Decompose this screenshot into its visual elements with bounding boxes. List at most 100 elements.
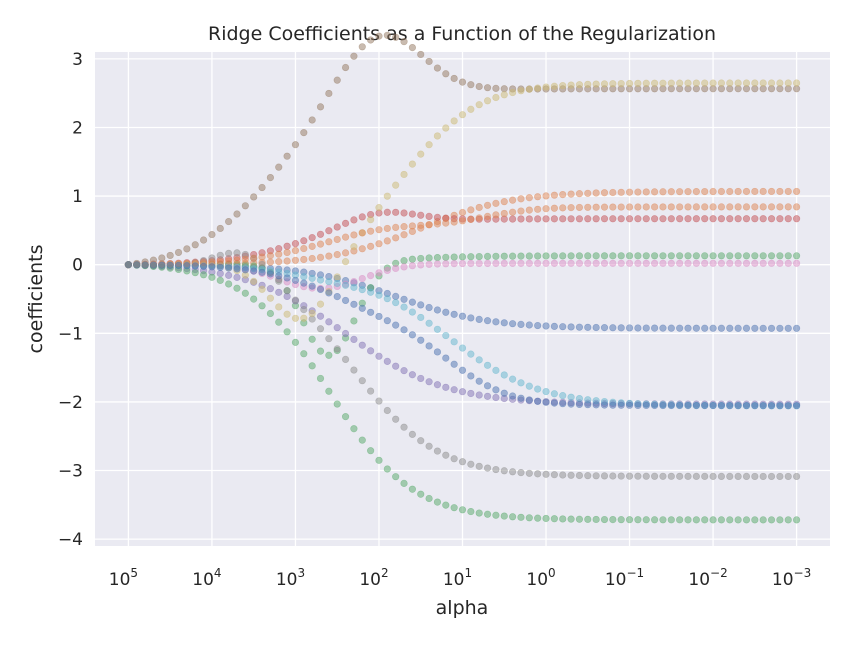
data-point — [542, 259, 550, 267]
data-point — [467, 81, 475, 89]
data-point — [475, 259, 483, 268]
data-point — [617, 472, 625, 480]
data-point — [617, 324, 625, 332]
data-point — [500, 209, 508, 218]
data-point — [308, 309, 316, 317]
data-point — [450, 218, 458, 226]
data-point — [417, 221, 425, 229]
data-point — [742, 516, 751, 524]
data-point — [659, 516, 667, 524]
data-point — [417, 150, 425, 158]
data-point — [592, 189, 600, 197]
data-point — [542, 387, 550, 396]
data-point — [701, 252, 709, 260]
data-point — [450, 338, 458, 346]
data-point — [300, 314, 308, 322]
data-point — [692, 516, 700, 524]
data-point — [517, 513, 525, 521]
data-point — [525, 259, 533, 267]
data-point — [609, 472, 617, 480]
data-point — [283, 287, 291, 295]
data-point — [617, 516, 625, 524]
data-point — [559, 252, 567, 260]
data-point — [417, 211, 425, 219]
data-point — [492, 211, 500, 219]
data-point — [475, 82, 483, 91]
data-point — [392, 208, 400, 216]
data-point — [667, 259, 675, 267]
data-point — [341, 219, 350, 227]
data-point — [676, 401, 684, 410]
data-point — [667, 203, 675, 211]
data-point — [450, 386, 458, 394]
data-point — [634, 324, 642, 332]
data-point — [417, 437, 425, 445]
data-point — [717, 324, 726, 332]
data-point — [358, 286, 366, 294]
data-point — [767, 203, 776, 211]
data-point — [341, 413, 350, 421]
data-point — [776, 324, 784, 332]
data-point — [266, 258, 275, 266]
data-point — [408, 160, 416, 168]
data-point — [542, 83, 550, 91]
data-point — [509, 196, 517, 204]
data-point — [350, 243, 358, 251]
data-point — [425, 260, 433, 268]
data-point — [375, 291, 383, 299]
data-point — [684, 252, 692, 260]
data-point — [392, 234, 400, 242]
data-point — [742, 187, 751, 196]
data-point — [442, 260, 450, 268]
data-point — [517, 259, 525, 267]
data-point — [659, 252, 667, 260]
data-point — [450, 504, 458, 512]
data-point — [158, 261, 166, 269]
x-tick-label: 105 — [109, 566, 138, 590]
data-point — [584, 80, 592, 88]
data-point — [325, 289, 333, 297]
data-point — [375, 226, 383, 234]
data-point — [358, 213, 366, 221]
data-point — [275, 163, 283, 171]
data-point — [709, 203, 717, 211]
data-point — [458, 506, 467, 514]
data-point — [233, 284, 241, 292]
data-point — [291, 240, 300, 248]
data-point — [734, 79, 742, 87]
data-point — [584, 515, 592, 523]
data-point — [559, 204, 567, 212]
data-point — [609, 215, 617, 223]
data-point — [542, 192, 550, 200]
data-point — [199, 262, 208, 271]
data-point — [316, 325, 325, 333]
data-point — [400, 367, 408, 375]
data-point — [559, 392, 567, 400]
data-point — [283, 328, 291, 336]
data-point — [767, 472, 776, 481]
data-point — [550, 322, 558, 330]
data-point — [467, 253, 475, 261]
data-point — [709, 516, 717, 524]
data-point — [350, 335, 358, 344]
data-point — [425, 303, 433, 312]
data-point — [458, 388, 467, 396]
data-point — [483, 361, 492, 369]
data-point — [792, 516, 801, 524]
data-point — [784, 324, 792, 332]
x-tick-label: 101 — [443, 566, 472, 590]
data-point — [734, 252, 742, 260]
data-point — [592, 401, 600, 409]
data-point — [642, 324, 650, 332]
data-point — [567, 190, 575, 198]
data-point — [367, 308, 375, 316]
data-point — [350, 283, 358, 291]
data-point — [609, 401, 617, 409]
data-point — [417, 313, 425, 322]
data-point — [458, 366, 467, 374]
data-point — [458, 253, 467, 261]
data-point — [592, 472, 600, 480]
data-point — [776, 402, 784, 410]
data-point — [400, 38, 408, 46]
data-point — [291, 141, 300, 149]
